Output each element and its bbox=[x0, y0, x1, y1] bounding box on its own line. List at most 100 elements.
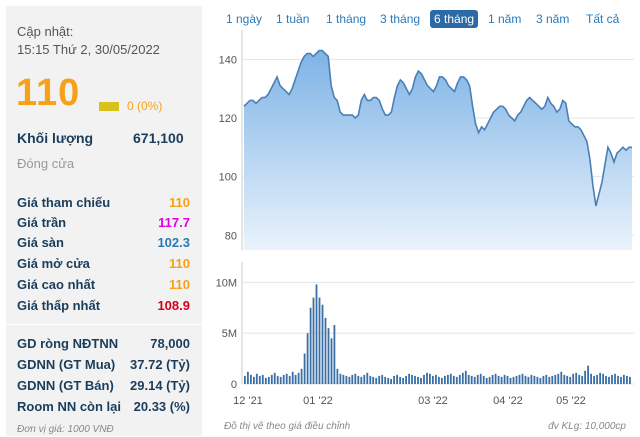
tab-all[interactable]: Tất cả bbox=[586, 12, 620, 26]
volume-bar bbox=[626, 375, 628, 384]
row-value: 110 bbox=[169, 277, 190, 292]
volume-bar bbox=[282, 374, 285, 384]
volume-bar bbox=[506, 375, 509, 384]
volume-tick-label: 5M bbox=[222, 328, 237, 340]
divider bbox=[6, 324, 202, 325]
price-row-open: Giá mở cửa 110 bbox=[6, 256, 202, 276]
volume-bar bbox=[420, 377, 422, 384]
volume-grid bbox=[241, 262, 634, 385]
volume-bar bbox=[608, 376, 610, 384]
x-axis: 12 '21 01 '22 03 '22 04 '22 05 '22 bbox=[233, 395, 586, 407]
volume-bar bbox=[572, 373, 575, 384]
volume-bar bbox=[629, 376, 631, 384]
volume-bar bbox=[279, 376, 282, 384]
volume-bar bbox=[417, 376, 419, 384]
row-label: Giá tham chiếu bbox=[17, 195, 111, 210]
volume-bar bbox=[563, 374, 566, 384]
volume-bar bbox=[423, 374, 425, 384]
volume-unit-note: đv KLg: 10,000cp bbox=[548, 421, 626, 432]
volume-bar bbox=[521, 373, 524, 384]
volume-bar bbox=[342, 374, 345, 384]
price-row-reference: Giá tham chiếu 110 bbox=[6, 195, 202, 215]
price-row-ceiling: Giá trần 117.7 bbox=[6, 215, 202, 235]
foreign-row-sell: GDNN (GT Bán) 29.14 (Tỷ) bbox=[6, 378, 202, 398]
foreign-row-net: GD ròng NĐTNN 78,000 bbox=[6, 336, 202, 356]
volume-bar bbox=[536, 376, 539, 384]
volume-bar bbox=[617, 375, 619, 384]
x-tick-label: 01 '22 bbox=[303, 395, 333, 407]
volume-bar bbox=[452, 375, 455, 384]
volume-bar bbox=[444, 375, 446, 384]
volume-bar bbox=[590, 373, 592, 384]
volume-bar bbox=[255, 373, 258, 384]
price-row-high: Giá cao nhất 110 bbox=[6, 277, 202, 297]
price-change: 0 (0%) bbox=[127, 99, 163, 113]
volume-bar bbox=[333, 325, 336, 384]
volume-bar bbox=[414, 375, 416, 384]
x-tick-label: 05 '22 bbox=[556, 395, 586, 407]
volume-bar bbox=[566, 375, 569, 384]
volume-bar bbox=[411, 374, 413, 384]
volume-bar bbox=[530, 374, 533, 384]
volume-bar bbox=[509, 377, 512, 384]
volume-bar bbox=[253, 376, 255, 384]
volume-bar bbox=[467, 374, 470, 384]
volume-bar bbox=[390, 378, 392, 384]
volume-bar bbox=[393, 375, 395, 384]
volume-bar bbox=[524, 375, 527, 384]
volume-bar bbox=[261, 374, 264, 384]
volume-bar bbox=[351, 374, 354, 384]
volume-bar bbox=[518, 374, 521, 384]
tab-3-years[interactable]: 3 năm bbox=[536, 12, 570, 26]
volume-bar bbox=[291, 371, 294, 384]
tab-1-week[interactable]: 1 tuần bbox=[276, 12, 310, 26]
row-value: 78,000 bbox=[150, 336, 190, 351]
volume-bar bbox=[381, 374, 384, 384]
volume-bar bbox=[494, 373, 497, 384]
volume-bar bbox=[354, 373, 357, 384]
tab-1-month[interactable]: 1 tháng bbox=[326, 12, 367, 26]
volume-bar bbox=[479, 373, 482, 384]
volume-bar bbox=[405, 375, 407, 384]
volume-bar bbox=[294, 374, 297, 384]
volume-bar bbox=[429, 373, 431, 384]
volume-bar bbox=[596, 374, 598, 384]
x-tick-label: 03 '22 bbox=[418, 395, 448, 407]
volume-bar bbox=[539, 377, 542, 384]
volume-bar bbox=[488, 376, 491, 384]
volume-bar bbox=[447, 374, 449, 384]
volume-bar bbox=[288, 375, 291, 384]
volume-bar bbox=[611, 374, 613, 384]
volume-bar bbox=[449, 373, 452, 384]
tab-1-year[interactable]: 1 năm bbox=[488, 12, 522, 26]
chart-note: Đồ thị vẽ theo giá điều chỉnh bbox=[224, 421, 351, 432]
volume-bar bbox=[372, 376, 375, 384]
volume-bar bbox=[461, 372, 464, 384]
volume-bar bbox=[366, 372, 369, 384]
update-time: 15:15 Thứ 2, 30/05/2022 bbox=[17, 42, 160, 57]
volume-bar bbox=[623, 374, 625, 384]
volume-bar bbox=[285, 373, 288, 384]
volume-bar bbox=[387, 377, 390, 384]
volume-bar bbox=[560, 371, 563, 384]
tab-3-months[interactable]: 3 tháng bbox=[380, 12, 421, 26]
volume-bar bbox=[482, 375, 485, 384]
volume-bar bbox=[620, 376, 622, 384]
volume-bar bbox=[426, 372, 428, 384]
volume-bars bbox=[244, 284, 631, 385]
price-row-low: Giá thấp nhất 108.9 bbox=[6, 298, 202, 318]
tab-6-months[interactable]: 6 tháng bbox=[430, 10, 479, 28]
volume-bar bbox=[593, 375, 595, 384]
volume-bar bbox=[458, 374, 461, 384]
volume-tick-label: 0 bbox=[231, 379, 237, 391]
volume-bar bbox=[276, 375, 279, 384]
volume-bar bbox=[312, 297, 315, 384]
volume-bar bbox=[512, 376, 515, 384]
volume-value: 671,100 bbox=[133, 130, 184, 146]
volume-bar bbox=[336, 368, 339, 385]
volume-bar bbox=[545, 374, 548, 384]
foreign-row-room: Room NN còn lại 20.33 (%) bbox=[6, 399, 202, 419]
volume-bar bbox=[497, 375, 500, 384]
tab-1-day[interactable]: 1 ngày bbox=[226, 12, 263, 26]
